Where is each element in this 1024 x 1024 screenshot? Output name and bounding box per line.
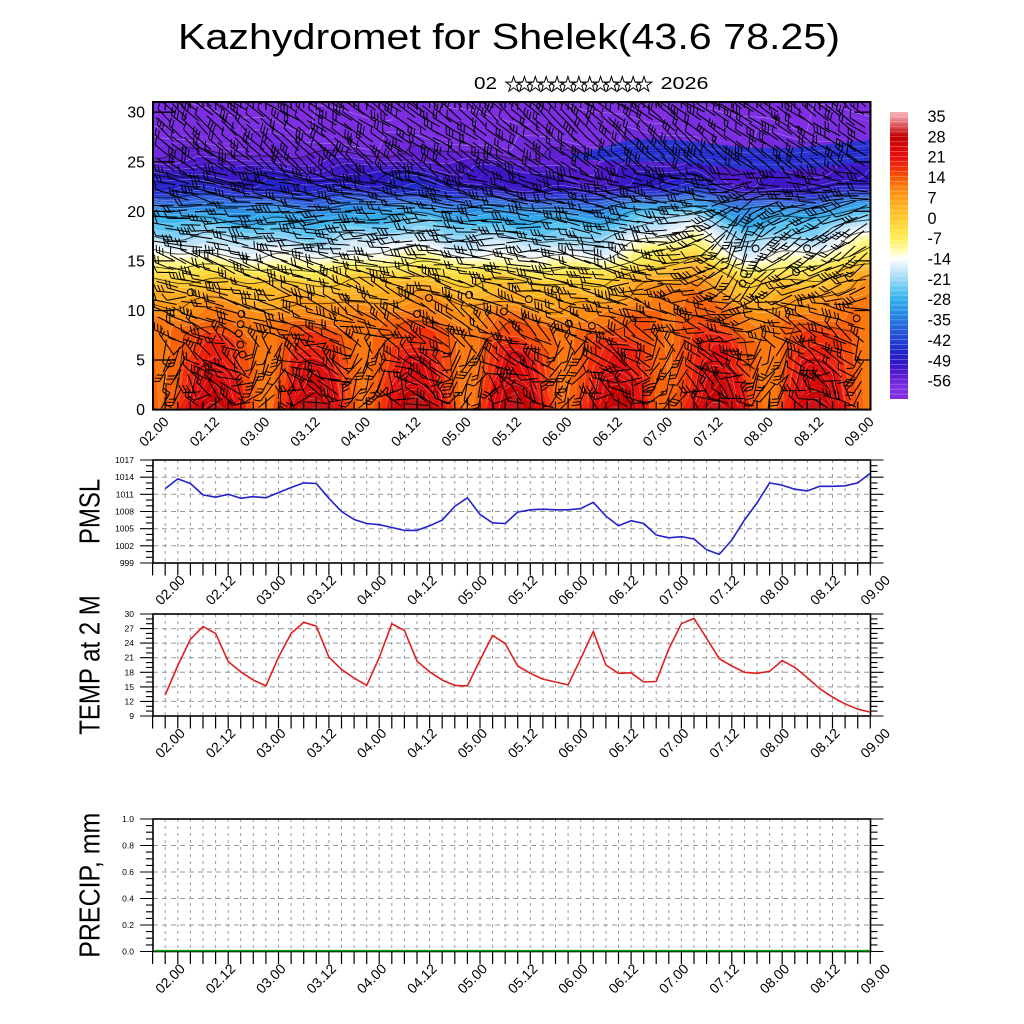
svg-text:-21: -21 — [928, 271, 952, 289]
svg-text:25: 25 — [127, 154, 145, 171]
svg-text:24: 24 — [125, 638, 135, 648]
svg-text:9: 9 — [129, 711, 134, 721]
svg-text:-56: -56 — [928, 373, 952, 391]
svg-text:20: 20 — [127, 204, 145, 221]
svg-text:1011: 1011 — [116, 489, 135, 499]
svg-text:Kazhydromet for Shelek(43.6 78: Kazhydromet for Shelek(43.6 78.25) — [178, 16, 840, 57]
svg-text:15: 15 — [127, 253, 145, 270]
svg-text:21: 21 — [928, 149, 946, 167]
svg-text:1002: 1002 — [115, 541, 134, 551]
svg-text:21: 21 — [125, 653, 135, 663]
svg-text:0: 0 — [136, 402, 145, 419]
svg-text:15: 15 — [125, 682, 135, 692]
svg-text:0.6: 0.6 — [122, 867, 134, 877]
svg-text:1005: 1005 — [115, 524, 134, 534]
svg-text:PRECIP, mm: PRECIP, mm — [73, 813, 106, 958]
svg-text:-14: -14 — [928, 251, 952, 269]
svg-text:1008: 1008 — [115, 507, 134, 517]
svg-text:2026: 2026 — [661, 73, 709, 93]
svg-text:27: 27 — [125, 624, 135, 634]
svg-text:28: 28 — [928, 128, 946, 146]
svg-text:14: 14 — [928, 169, 946, 187]
svg-text:-49: -49 — [928, 352, 952, 370]
svg-text:-28: -28 — [928, 291, 952, 309]
svg-text:1014: 1014 — [115, 472, 134, 482]
svg-text:5: 5 — [136, 353, 145, 370]
svg-text:1.0: 1.0 — [122, 814, 134, 824]
svg-text:10: 10 — [127, 303, 145, 320]
svg-text:18: 18 — [125, 667, 135, 677]
svg-text:35: 35 — [928, 108, 946, 126]
svg-text:TEMP at 2 M: TEMP at 2 M — [73, 595, 106, 735]
svg-text:12: 12 — [125, 696, 135, 706]
svg-text:-35: -35 — [928, 312, 952, 330]
svg-text:0.0: 0.0 — [122, 947, 134, 957]
svg-text:0: 0 — [928, 210, 937, 228]
svg-text:-42: -42 — [928, 332, 952, 350]
svg-text:30: 30 — [127, 105, 145, 122]
svg-text:0.2: 0.2 — [122, 920, 134, 930]
svg-text:30: 30 — [125, 609, 135, 619]
svg-text:0.4: 0.4 — [122, 894, 134, 904]
svg-text:-7: -7 — [928, 230, 942, 248]
svg-text:PMSL: PMSL — [73, 479, 106, 544]
svg-text:999: 999 — [120, 558, 134, 568]
svg-text:7: 7 — [928, 189, 937, 207]
svg-text:02: 02 — [474, 73, 497, 93]
svg-text:0.8: 0.8 — [122, 841, 134, 851]
svg-text:1017: 1017 — [115, 455, 134, 465]
